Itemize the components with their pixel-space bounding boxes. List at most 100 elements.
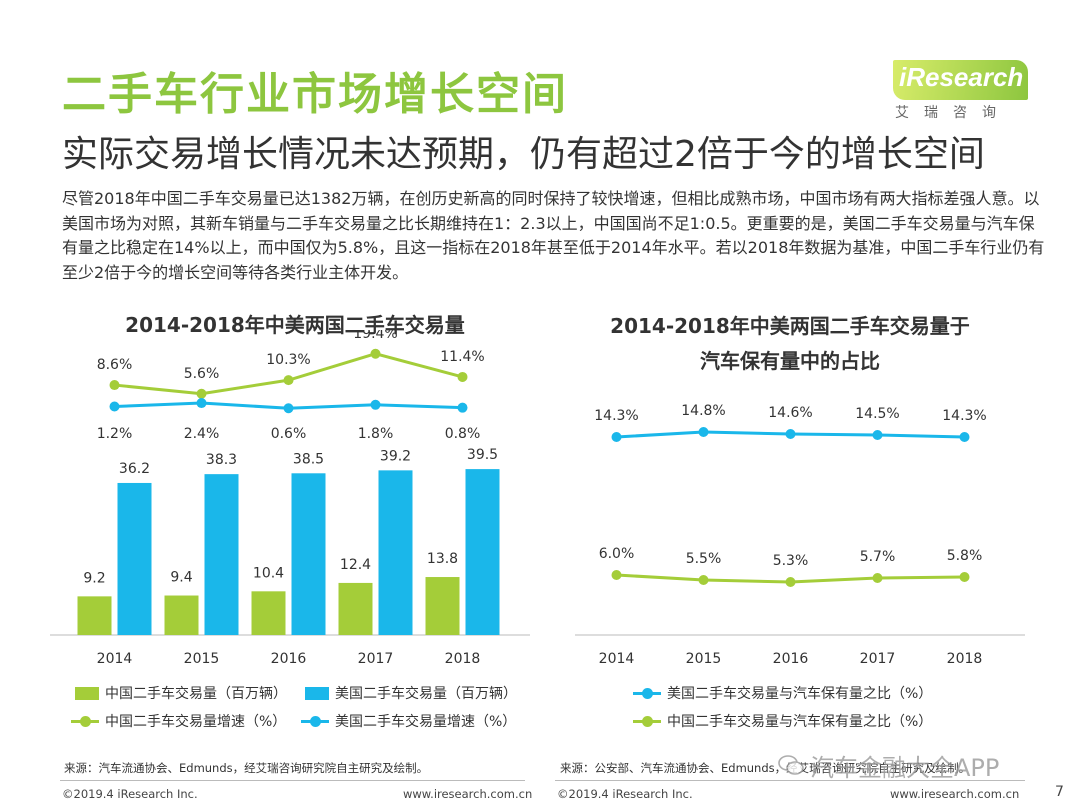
page-subtitle: 实际交易增长情况未达预期，仍有超过2倍于今的增长空间 (62, 134, 985, 175)
page-number: 7 (1055, 784, 1064, 800)
watermark-text: 汽车金融大全APP (810, 753, 1000, 782)
us-ratio-label-2014: 14.3% (594, 408, 638, 424)
iresearch-logo: iResearch 艾瑞咨询 (893, 60, 1028, 124)
us-ratio-point-2018 (959, 432, 970, 442)
label-us-2016: 38.5 (293, 451, 324, 467)
body-paragraph: 尽管2018年中国二手车交易量已达1382万辆，在创历史新高的同时保持了较快增速… (62, 189, 1045, 282)
tick-2016: 2016 (271, 651, 307, 667)
label-cn-2017: 12.4 (340, 557, 371, 573)
tick-2015: 2015 (184, 651, 220, 667)
cn-growth-label-2018: 11.4% (440, 349, 484, 365)
logo-badge (893, 60, 1028, 100)
tick-2016: 2016 (773, 651, 809, 667)
copyright-right: ©2019.4 iResearch Inc. (557, 787, 693, 801)
legend-label: 中国二手车交易量增速（%） (105, 714, 287, 730)
cn-ratio-label-2018: 5.8% (947, 548, 983, 564)
legend-label: 美国二手车交易量与汽车保有量之比（%） (667, 686, 933, 702)
us-growth-point-2017 (370, 399, 381, 410)
cn-growth-point-2014 (109, 380, 120, 391)
footer-rule-left (60, 780, 525, 781)
legend-cn-growth: 中国二手车交易量增速（%） (71, 711, 286, 731)
legend-us-volume: 美国二手车交易量（百万辆） (305, 683, 517, 703)
us-ratio-point-2016 (785, 429, 796, 439)
cn-ratio-point-2016 (785, 577, 796, 587)
bar-us-2016 (291, 473, 326, 635)
chart1-svg: 9.2 36.2 2014 9.4 38.3 2015 10.4 38.5 2016 12.4 39… (50, 330, 530, 667)
us-ratio-label-2017: 14.5% (855, 406, 899, 422)
copyright-left: ©2019.4 iResearch Inc. (62, 787, 198, 801)
cn-ratio-label-2016: 5.3% (773, 553, 809, 569)
cn-growth-label-2015: 5.6% (184, 366, 220, 382)
us-ratio-label-2018: 14.3% (942, 408, 986, 424)
bar-us-2014 (117, 482, 152, 635)
label-cn-2018: 13.8 (427, 551, 458, 567)
legend-label: 美国二手车交易量（百万辆） (335, 686, 517, 702)
legend-cn-ratio: 中国二手车交易量与汽车保有量之比（%） (633, 711, 932, 731)
legend-label: 中国二手车交易量与汽车保有量之比（%） (667, 714, 933, 730)
footer-rule-right (555, 780, 1025, 781)
us-growth-label-2016: 0.6% (271, 426, 307, 442)
us-growth-label-2017: 1.8% (358, 426, 394, 442)
tick-2014: 2014 (599, 651, 635, 667)
legend-swatch (75, 686, 99, 700)
bar-cn-2017 (338, 582, 373, 635)
us-growth-label-2015: 2.4% (184, 426, 220, 442)
us-growth-point-2014 (109, 401, 120, 412)
legend-swatch (633, 715, 661, 728)
us-growth-label-2014: 1.2% (97, 426, 133, 442)
us-ratio-point-2017 (872, 430, 883, 440)
bar-us-2018 (465, 469, 500, 635)
cn-ratio-label-2014: 6.0% (599, 546, 635, 562)
legend-cn-volume: 中国二手车交易量（百万辆） (75, 683, 287, 703)
watermark: 汽车金融大全APP (778, 744, 1048, 786)
chart1-title: 2014-2018年中美两国二手车交易量 (125, 313, 465, 337)
legend-label: 美国二手车交易量增速（%） (335, 714, 517, 730)
wechat-icon (778, 755, 804, 775)
legend-us-growth: 美国二手车交易量增速（%） (301, 711, 516, 731)
us-ratio-point-2014 (611, 432, 622, 442)
us-growth-label-2018: 0.8% (445, 426, 481, 442)
bar-us-2017 (378, 470, 413, 635)
source-left: 来源：汽车流通协会、Edmunds，经艾瑞咨询研究院自主研究及绘制。 (64, 761, 429, 775)
legend-swatch (633, 687, 661, 700)
label-cn-2015: 9.4 (170, 570, 192, 586)
tick-2018: 2018 (947, 651, 983, 667)
cn-ratio-label-2017: 5.7% (860, 549, 896, 565)
bar-cn-2014 (77, 596, 112, 635)
us-growth-point-2018 (457, 402, 468, 413)
bar-cn-2016 (251, 591, 286, 635)
tick-2015: 2015 (686, 651, 722, 667)
cn-ratio-point-2017 (872, 573, 883, 583)
us-ratio-point-2015 (698, 427, 709, 437)
us-ratio-label-2015: 14.8% (681, 403, 725, 419)
tick-2014: 2014 (97, 651, 133, 667)
chart2-title-line2: 汽车保有量中的占比 (700, 349, 880, 373)
logo-cn: 艾瑞咨询 (895, 105, 1011, 121)
us-growth-point-2015 (196, 398, 207, 409)
label-us-2014: 36.2 (119, 461, 150, 477)
cn-growth-label-2016: 10.3% (266, 352, 310, 368)
chart2-svg: 14.3% 14.8% 14.6% 14.5% 14.3% 6.0% 5.5% 5.3% 5.7… (575, 403, 1025, 667)
cn-ratio-point-2015 (698, 575, 709, 585)
cn-growth-label-2017: 19.4% (353, 330, 397, 342)
chart2-title-line1: 2014-2018年中美两国二手车交易量于 (610, 314, 970, 338)
tick-2017: 2017 (860, 651, 896, 667)
legend-swatch (301, 715, 329, 728)
cn-ratio-label-2015: 5.5% (686, 551, 722, 567)
legend-us-ratio: 美国二手车交易量与汽车保有量之比（%） (633, 683, 932, 703)
label-us-2018: 39.5 (467, 447, 498, 463)
cn-growth-point-2018 (457, 371, 468, 382)
source-right: 来源：公安部、汽车流通协会、Edmunds，经艾瑞咨询研究院自主研究及绘制。 (560, 761, 971, 775)
page-title: 二手车行业市场增长空间 (62, 69, 568, 120)
legend-label: 中国二手车交易量（百万辆） (105, 686, 287, 702)
cn-growth-point-2015 (196, 388, 207, 399)
legend-swatch (71, 715, 99, 728)
url-left: www.iresearch.com.cn (403, 787, 533, 801)
bar-us-2015 (204, 474, 239, 635)
tick-2017: 2017 (358, 651, 394, 667)
label-cn-2016: 10.4 (253, 565, 284, 581)
logo-brand: iResearch (899, 62, 1024, 92)
tick-2018: 2018 (445, 651, 481, 667)
cn-ratio-point-2014 (611, 570, 622, 580)
url-right: www.iresearch.com.cn (890, 787, 1020, 801)
